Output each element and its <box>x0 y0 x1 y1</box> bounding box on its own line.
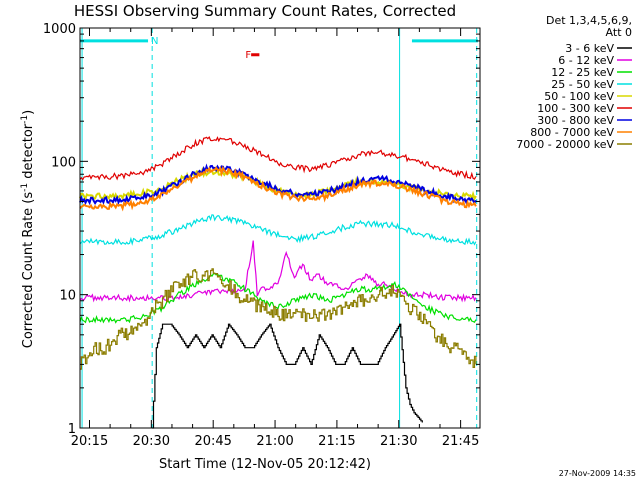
plot-layer: NF <box>79 28 478 429</box>
y-axis-label-sup: -1 <box>20 115 30 124</box>
y-axis-label: Corrected Count Rate (s-1 detector-1) <box>20 110 36 348</box>
legend-entry-label: 3 - 6 keV <box>565 42 614 55</box>
legend-entry-label: 300 - 800 keV <box>537 114 614 127</box>
chart-title: HESSI Observing Summary Count Rates, Cor… <box>74 2 456 20</box>
y-tick-label: 10 <box>59 289 76 304</box>
x-tick-label: 21:45 <box>442 434 479 449</box>
legend-entry-label: 800 - 7000 keV <box>530 126 614 139</box>
y-axis-label-sup: -1 <box>20 183 30 192</box>
x-tick-label: 21:15 <box>318 434 355 449</box>
legend-entry-label: 50 - 100 keV <box>544 90 614 103</box>
legend-entry-label: 100 - 300 keV <box>537 102 614 115</box>
series-line <box>152 323 423 429</box>
y-tick-label: 1000 <box>43 22 76 37</box>
legend-entry-label: 6 - 12 keV <box>558 54 614 67</box>
legend-header-line: Att 0 <box>606 26 632 39</box>
series-line <box>79 240 477 303</box>
plot-frame <box>79 27 481 429</box>
y-tick-label: 1 <box>68 422 76 437</box>
x-tick-label: 20:45 <box>194 434 231 449</box>
legend-entry-label: 12 - 25 keV <box>551 66 614 79</box>
legend-header-line: Det 1,3,4,5,6,9, <box>546 14 632 27</box>
footer-timestamp: 27-Nov-2009 14:35 <box>559 469 636 478</box>
x-tick-label: 21:30 <box>380 434 417 449</box>
flag-label: N <box>151 36 158 47</box>
y-axis-label-part: Corrected Count Rate (s <box>21 192 36 349</box>
x-tick-label: 20:30 <box>133 434 170 449</box>
series-line <box>79 165 477 212</box>
flag-label: F <box>245 50 251 61</box>
legend-entry-label: 25 - 50 keV <box>551 78 614 91</box>
series-line <box>80 268 477 370</box>
series-line <box>79 136 477 181</box>
y-axis-label-part: detector <box>21 123 36 183</box>
legend-entry-label: 7000 - 20000 keV <box>516 138 614 151</box>
series-line <box>79 214 477 246</box>
y-tick-label: 100 <box>51 155 76 170</box>
y-axis-label-part: ) <box>21 110 36 115</box>
x-axis-label: Start Time (12-Nov-05 20:12:42) <box>159 457 371 472</box>
axis-layer: 1 10 100 1000 20:15 20:30 20:45 21:00 21:15 21:30… <box>43 22 481 449</box>
x-tick-label: 21:00 <box>256 434 293 449</box>
x-tick-label: 20:15 <box>71 434 108 449</box>
